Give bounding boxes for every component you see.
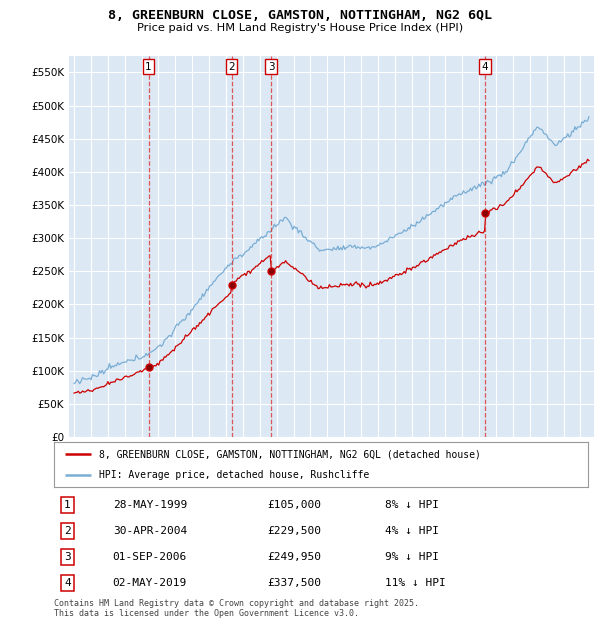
- Text: 02-MAY-2019: 02-MAY-2019: [113, 578, 187, 588]
- Text: £249,950: £249,950: [268, 552, 322, 562]
- Text: 8, GREENBURN CLOSE, GAMSTON, NOTTINGHAM, NG2 6QL: 8, GREENBURN CLOSE, GAMSTON, NOTTINGHAM,…: [108, 9, 492, 22]
- Text: £337,500: £337,500: [268, 578, 322, 588]
- Text: 4: 4: [64, 578, 71, 588]
- Text: £229,500: £229,500: [268, 526, 322, 536]
- Text: Price paid vs. HM Land Registry's House Price Index (HPI): Price paid vs. HM Land Registry's House …: [137, 23, 463, 33]
- Text: 4% ↓ HPI: 4% ↓ HPI: [385, 526, 439, 536]
- Text: 01-SEP-2006: 01-SEP-2006: [113, 552, 187, 562]
- Text: 11% ↓ HPI: 11% ↓ HPI: [385, 578, 446, 588]
- Text: 8% ↓ HPI: 8% ↓ HPI: [385, 500, 439, 510]
- Text: 4: 4: [481, 61, 488, 71]
- Text: 1: 1: [64, 500, 71, 510]
- Text: £105,000: £105,000: [268, 500, 322, 510]
- Text: 3: 3: [64, 552, 71, 562]
- Text: 9% ↓ HPI: 9% ↓ HPI: [385, 552, 439, 562]
- Text: 28-MAY-1999: 28-MAY-1999: [113, 500, 187, 510]
- Text: 2: 2: [228, 61, 235, 71]
- Text: 2: 2: [64, 526, 71, 536]
- Text: Contains HM Land Registry data © Crown copyright and database right 2025.
This d: Contains HM Land Registry data © Crown c…: [54, 599, 419, 618]
- Text: 30-APR-2004: 30-APR-2004: [113, 526, 187, 536]
- Text: 1: 1: [145, 61, 152, 71]
- Text: HPI: Average price, detached house, Rushcliffe: HPI: Average price, detached house, Rush…: [100, 469, 370, 480]
- Text: 8, GREENBURN CLOSE, GAMSTON, NOTTINGHAM, NG2 6QL (detached house): 8, GREENBURN CLOSE, GAMSTON, NOTTINGHAM,…: [100, 449, 481, 459]
- Text: 3: 3: [268, 61, 274, 71]
